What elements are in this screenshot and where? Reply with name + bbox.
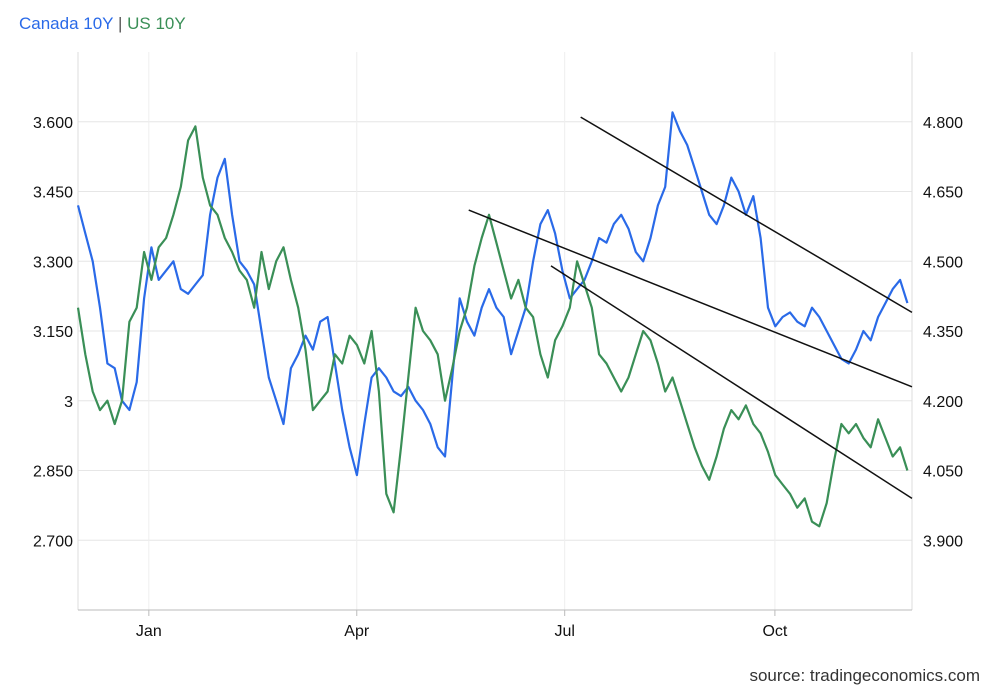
right-axis-tick: 3.900 — [923, 533, 963, 550]
trendline-3 — [550, 265, 913, 500]
x-axis-tick-label: Apr — [344, 623, 370, 640]
x-axis-tick-label: Jan — [136, 623, 162, 640]
legend-canada-10y[interactable]: Canada 10Y — [19, 14, 114, 33]
x-axis-tick-label: Jul — [554, 623, 574, 640]
chart-legend: Canada 10Y | US 10Y — [19, 14, 186, 34]
trendline-1 — [580, 116, 913, 314]
right-axis-tick: 4.350 — [923, 324, 963, 341]
left-axis-tick: 3.150 — [33, 324, 73, 341]
left-axis-tick: 2.700 — [33, 533, 73, 550]
legend-separator: | — [117, 14, 123, 33]
left-axis-tick: 3.600 — [33, 115, 73, 132]
right-axis-tick: 4.500 — [923, 254, 963, 271]
right-axis-tick: 4.200 — [923, 394, 963, 411]
left-axis-tick: 3.450 — [33, 185, 73, 202]
right-axis-tick: 4.650 — [923, 185, 963, 202]
left-axis-tick: 3 — [64, 394, 73, 411]
left-axis-tick: 2.850 — [33, 464, 73, 481]
right-axis-tick: 4.050 — [923, 464, 963, 481]
right-axis-tick: 4.800 — [923, 115, 963, 132]
left-axis-tick: 3.300 — [33, 254, 73, 271]
source-credit: source: tradingeconomics.com — [749, 666, 980, 685]
trendline-2 — [468, 209, 913, 388]
series-line-canada-10y — [76, 111, 909, 477]
x-axis-tick-label: Oct — [762, 623, 787, 640]
series-line-us-10y — [76, 125, 909, 528]
legend-us-10y[interactable]: US 10Y — [127, 14, 186, 33]
